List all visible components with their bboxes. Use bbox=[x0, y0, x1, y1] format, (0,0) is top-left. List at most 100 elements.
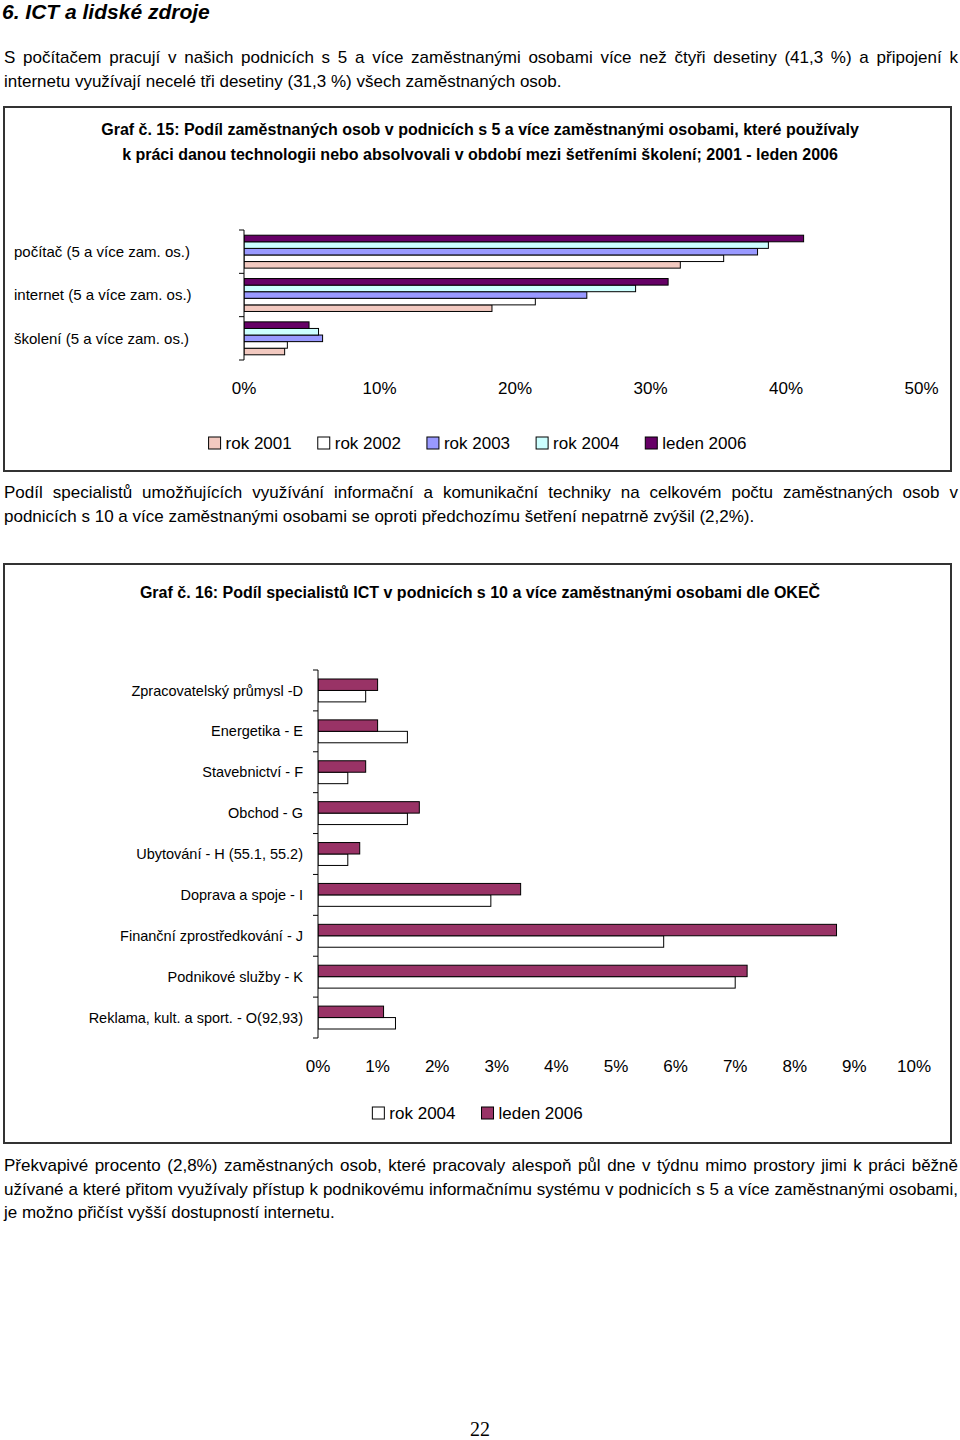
tick-label: 40% bbox=[769, 379, 803, 398]
bar bbox=[318, 720, 378, 731]
paragraph: S počítačem pracují v našich podnicích s… bbox=[4, 46, 958, 93]
chart-title: Graf č. 16: Podíl specialistů ICT v podn… bbox=[110, 580, 850, 605]
category-tick bbox=[313, 1038, 318, 1039]
tick-label: 30% bbox=[633, 379, 667, 398]
bar bbox=[318, 761, 366, 772]
bar bbox=[244, 235, 804, 242]
legend-label: rok 2001 bbox=[226, 434, 292, 453]
paragraph: Podíl specialistů umožňujících využívání… bbox=[4, 481, 958, 528]
category-tick bbox=[239, 316, 244, 317]
bar bbox=[244, 305, 492, 312]
category-tick bbox=[313, 670, 318, 671]
legend-label: rok 2002 bbox=[335, 434, 401, 453]
category-tick bbox=[313, 956, 318, 957]
category-label: Doprava a spoje - I bbox=[180, 887, 303, 903]
bars bbox=[244, 235, 804, 355]
bar bbox=[244, 248, 758, 255]
bar bbox=[318, 731, 407, 742]
legend-swatch bbox=[645, 437, 657, 449]
bar bbox=[318, 883, 521, 894]
legend-swatch bbox=[482, 1107, 494, 1119]
chart: počítač (5 a více zam. os.) internet (5 a… bbox=[14, 230, 939, 453]
bar bbox=[318, 679, 378, 690]
axis-line bbox=[244, 230, 245, 360]
chart-frame bbox=[3, 563, 952, 1144]
category-label: internet (5 a více zam. os.) bbox=[14, 286, 192, 303]
bar bbox=[244, 292, 587, 299]
bar bbox=[318, 690, 366, 701]
tick-label: 6% bbox=[663, 1057, 688, 1076]
bar bbox=[244, 328, 319, 335]
bar bbox=[244, 335, 323, 342]
legend-swatch bbox=[318, 437, 330, 449]
bar bbox=[318, 895, 491, 906]
bars bbox=[318, 679, 837, 1029]
axis-line bbox=[318, 670, 319, 1038]
bar bbox=[318, 772, 348, 783]
tick-label: 4% bbox=[544, 1057, 569, 1076]
tick-label: 10% bbox=[362, 379, 396, 398]
legend-swatch bbox=[427, 437, 439, 449]
bar bbox=[318, 977, 735, 988]
bar bbox=[318, 843, 360, 854]
category-label: počítač (5 a více zam. os.) bbox=[14, 243, 190, 260]
category-label: Zpracovatelský průmysl -D bbox=[131, 683, 303, 699]
category-tick bbox=[313, 997, 318, 998]
chart: Zpracovatelský průmysl -D Energetika - E S… bbox=[89, 670, 931, 1123]
category-label: Stavebnictví - F bbox=[202, 764, 303, 780]
legend-label: rok 2004 bbox=[389, 1104, 455, 1123]
bar bbox=[318, 802, 419, 813]
page: { "heading": "6. ICT a lidské zdroje", "… bbox=[0, 0, 960, 1440]
legend-swatch bbox=[536, 437, 548, 449]
legend-label: rok 2004 bbox=[553, 434, 619, 453]
category-tick bbox=[239, 273, 244, 274]
tick-label: 10% bbox=[897, 1057, 931, 1076]
tick-label: 0% bbox=[232, 379, 257, 398]
bar bbox=[318, 1006, 384, 1017]
bar bbox=[318, 854, 348, 865]
category-tick bbox=[313, 792, 318, 793]
category-tick bbox=[313, 710, 318, 711]
bar bbox=[318, 965, 747, 976]
bar bbox=[244, 285, 636, 292]
bar bbox=[244, 342, 287, 349]
heading: 6. ICT a lidské zdroje bbox=[2, 0, 210, 24]
bar bbox=[244, 262, 680, 269]
category-label: Finanční zprostředkování - J bbox=[120, 928, 303, 944]
category-tick bbox=[239, 230, 244, 231]
bar bbox=[318, 1018, 395, 1029]
category-label: Energetika - E bbox=[211, 723, 303, 739]
page-number: 22 bbox=[0, 1418, 960, 1440]
tick-label: 9% bbox=[842, 1057, 867, 1076]
category-tick bbox=[239, 360, 244, 361]
legend-label: leden 2006 bbox=[662, 434, 746, 453]
bar bbox=[244, 255, 724, 262]
legend: rok 2004 leden 2006 bbox=[372, 1104, 582, 1123]
bar bbox=[244, 242, 768, 249]
legend-swatch bbox=[209, 437, 221, 449]
legend-label: rok 2003 bbox=[444, 434, 510, 453]
bar bbox=[244, 322, 309, 329]
bar bbox=[318, 924, 837, 935]
category-label: Obchod - G bbox=[228, 805, 303, 821]
tick-label: 3% bbox=[485, 1057, 510, 1076]
bar bbox=[318, 936, 664, 947]
legend-swatch bbox=[372, 1107, 384, 1119]
tick-label: 20% bbox=[498, 379, 532, 398]
tick-label: 2% bbox=[425, 1057, 450, 1076]
tick-label: 7% bbox=[723, 1057, 748, 1076]
tick-label: 50% bbox=[904, 379, 938, 398]
bar bbox=[244, 279, 668, 286]
tick-label: 8% bbox=[783, 1057, 808, 1076]
category-label: Reklama, kult. a sport. - O(92,93) bbox=[89, 1010, 303, 1026]
category-tick bbox=[313, 751, 318, 752]
category-label: Ubytování - H (55.1, 55.2) bbox=[136, 846, 303, 862]
category-tick bbox=[313, 915, 318, 916]
category-label: Podnikové služby - K bbox=[168, 969, 304, 985]
tick-label: 5% bbox=[604, 1057, 629, 1076]
category-tick bbox=[313, 874, 318, 875]
legend: rok 2001 rok 2002 rok 2003 rok 2004 leden 20… bbox=[209, 434, 747, 453]
bar bbox=[244, 348, 285, 355]
category-tick bbox=[313, 833, 318, 834]
legend-label: leden 2006 bbox=[499, 1104, 583, 1123]
